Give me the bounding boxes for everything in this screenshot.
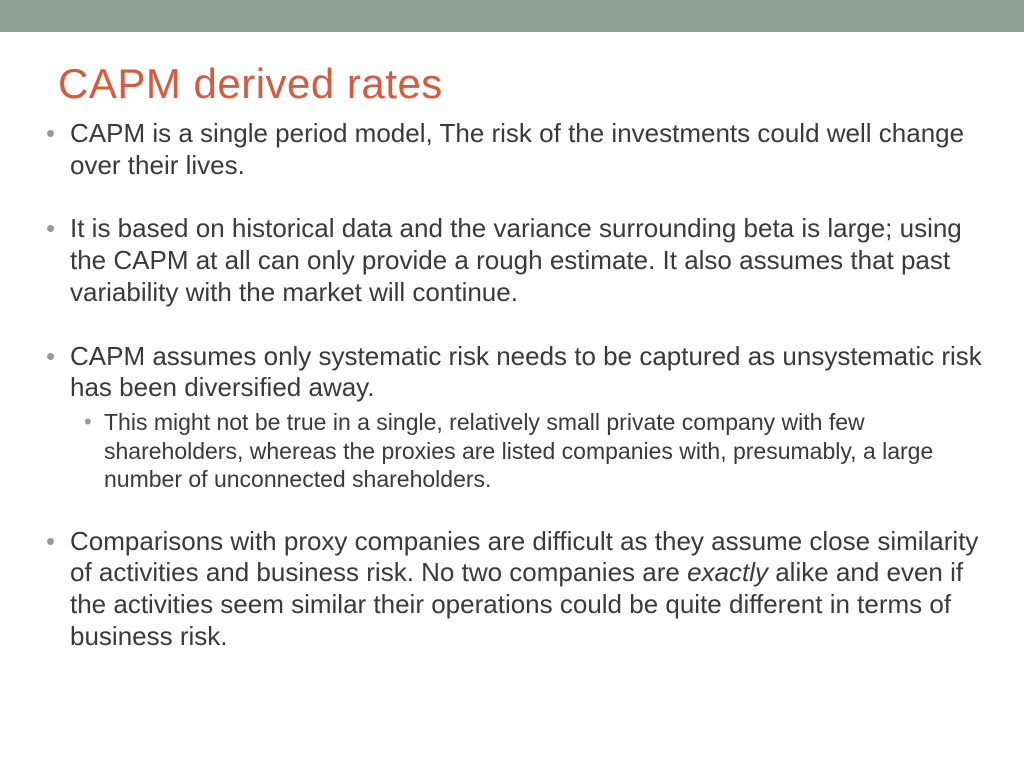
list-item: It is based on historical data and the v… — [40, 213, 984, 308]
sub-bullet-text: This might not be true in a single, rela… — [104, 409, 933, 492]
slide-title: CAPM derived rates — [58, 60, 984, 108]
list-item: Comparisons with proxy companies are dif… — [40, 526, 984, 653]
bullet-text: CAPM assumes only systematic risk needs … — [70, 341, 984, 404]
bullet-text: CAPM is a single period model, The risk … — [70, 118, 964, 180]
bullet-list: CAPM is a single period model, The risk … — [40, 118, 984, 652]
sub-bullet-list: This might not be true in a single, rela… — [70, 408, 984, 494]
slide-content: CAPM derived rates CAPM is a single peri… — [0, 32, 1024, 652]
list-item: CAPM is a single period model, The risk … — [40, 118, 984, 181]
bullet-text: It is based on historical data and the v… — [70, 213, 962, 306]
bullet-text-italic: exactly — [687, 557, 768, 587]
list-item: This might not be true in a single, rela… — [70, 408, 984, 494]
top-accent-bar — [0, 0, 1024, 32]
list-item: CAPM assumes only systematic risk needs … — [40, 341, 984, 494]
